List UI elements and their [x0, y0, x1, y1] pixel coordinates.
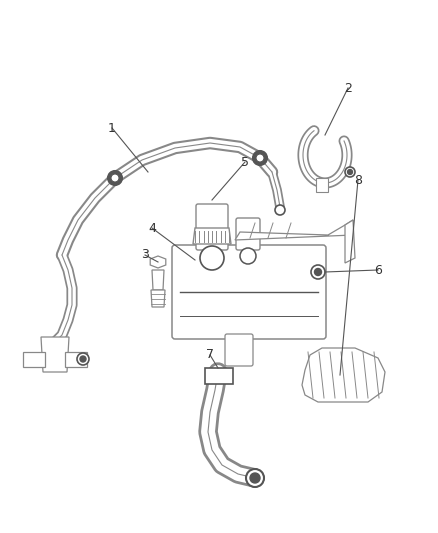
Circle shape	[200, 246, 224, 270]
Circle shape	[246, 469, 264, 487]
Polygon shape	[302, 348, 385, 402]
Polygon shape	[345, 220, 355, 263]
Polygon shape	[65, 352, 87, 367]
Polygon shape	[41, 337, 69, 372]
Polygon shape	[150, 256, 166, 268]
Text: 7: 7	[206, 349, 214, 361]
Circle shape	[347, 169, 353, 174]
Polygon shape	[152, 270, 164, 290]
Text: 4: 4	[148, 222, 156, 235]
Polygon shape	[151, 290, 165, 307]
Circle shape	[311, 265, 325, 279]
Text: 8: 8	[354, 174, 362, 187]
FancyBboxPatch shape	[236, 218, 260, 250]
Circle shape	[240, 248, 256, 264]
Polygon shape	[193, 228, 231, 244]
Polygon shape	[23, 352, 45, 367]
Bar	[205, 368, 233, 384]
Polygon shape	[235, 220, 353, 240]
Circle shape	[111, 174, 119, 182]
Bar	[316, 178, 328, 192]
FancyBboxPatch shape	[172, 245, 326, 339]
Text: 2: 2	[344, 82, 352, 94]
Circle shape	[253, 151, 267, 165]
Text: 3: 3	[141, 248, 149, 262]
Circle shape	[275, 205, 285, 215]
Text: 1: 1	[108, 122, 116, 134]
FancyBboxPatch shape	[225, 334, 253, 366]
FancyBboxPatch shape	[196, 204, 228, 250]
Circle shape	[345, 167, 355, 177]
Circle shape	[256, 154, 264, 162]
Circle shape	[77, 353, 89, 365]
Circle shape	[250, 473, 260, 483]
Circle shape	[108, 171, 122, 185]
Circle shape	[80, 356, 86, 362]
Text: 5: 5	[241, 156, 249, 168]
Text: 6: 6	[374, 263, 382, 277]
Circle shape	[314, 269, 321, 276]
